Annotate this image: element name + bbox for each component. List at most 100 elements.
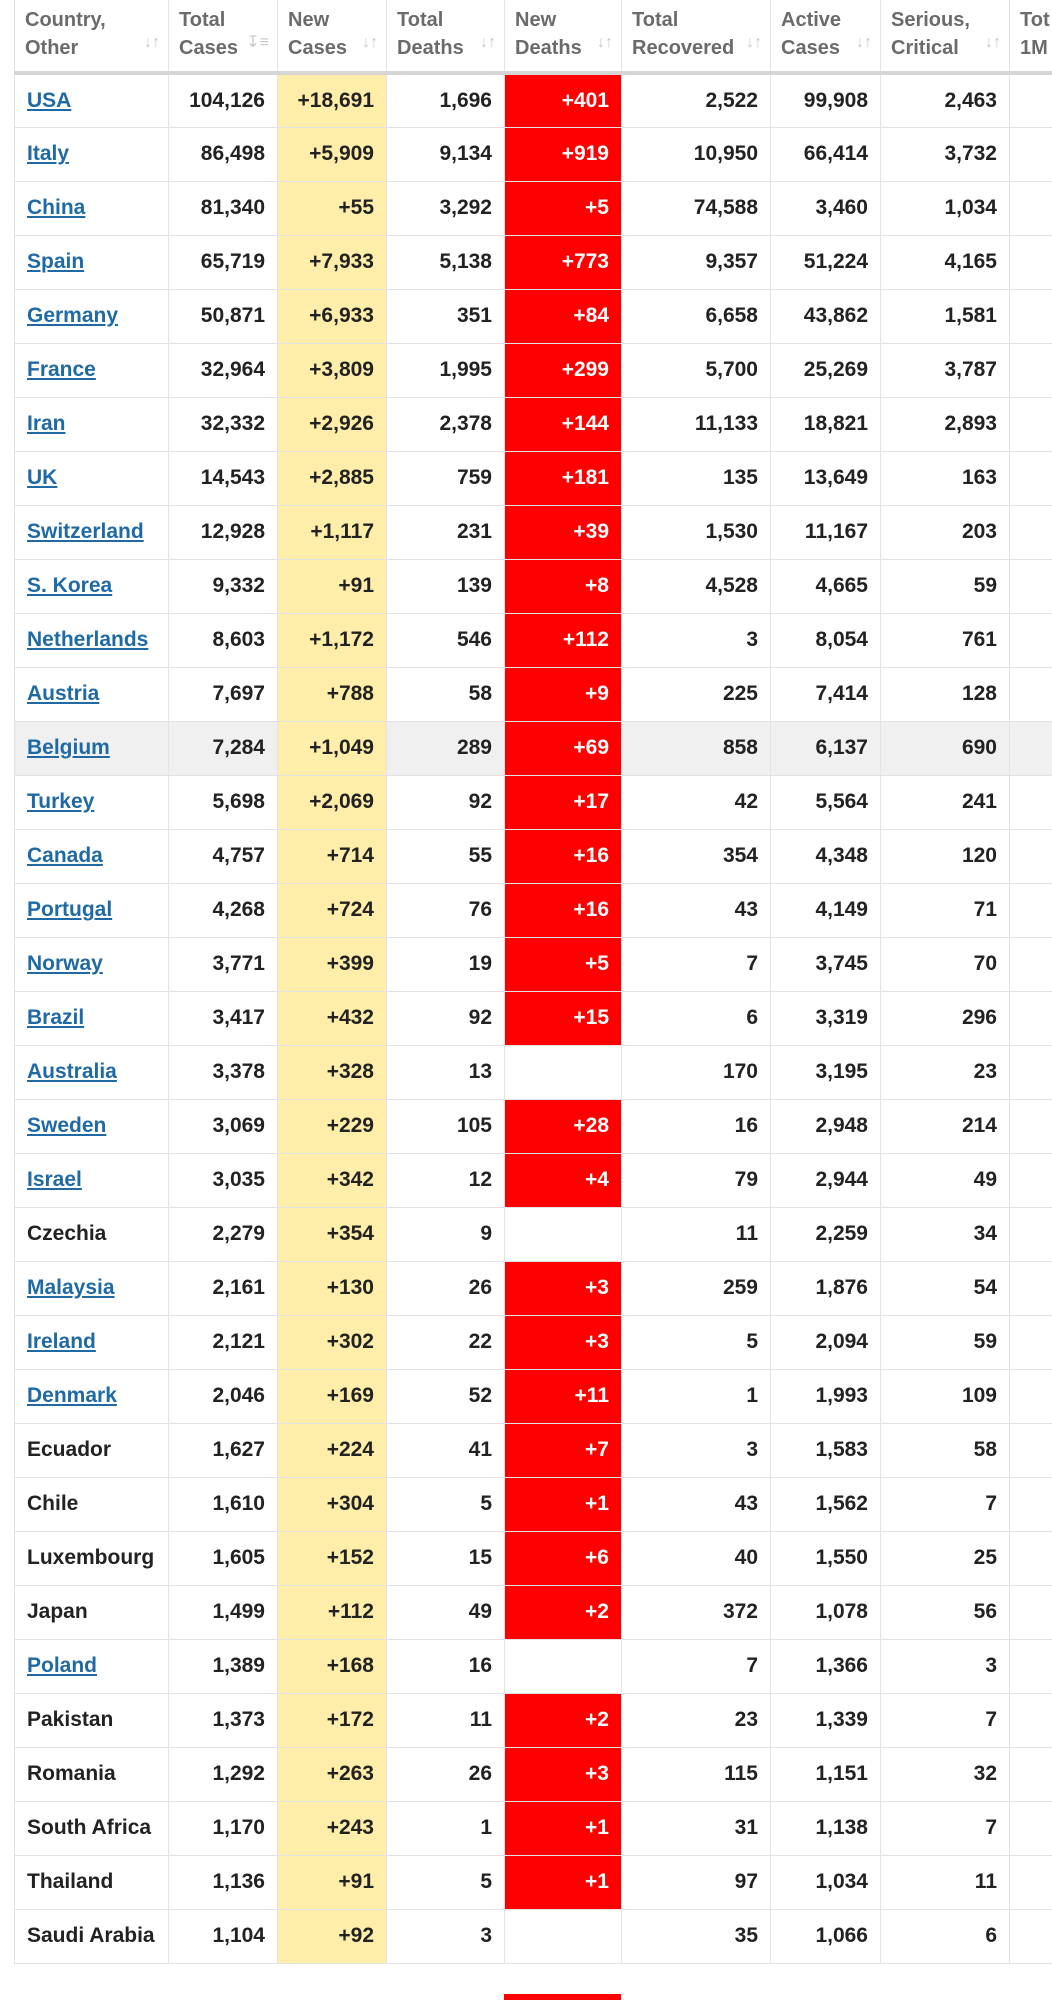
country-cell[interactable]: Ireland [14, 1315, 169, 1370]
column-header-tot-cases-per-1m[interactable]: Tot 1M [1009, 0, 1052, 75]
table-row: Saudi Arabia 1,104 +92 3 35 1,066 6 [14, 1909, 1052, 1964]
active-cases-cell: 51,224 [770, 235, 881, 290]
total-deaths-cell: 52 [386, 1369, 505, 1424]
country-link[interactable]: Norway [27, 952, 103, 975]
country-cell[interactable]: Sweden [14, 1099, 169, 1154]
country-cell[interactable]: Switzerland [14, 505, 169, 560]
country-link[interactable]: Sweden [27, 1114, 107, 1137]
sort-arrows-icon[interactable]: ↓↑ [597, 34, 613, 51]
country-cell[interactable]: Spain [14, 235, 169, 290]
country-cell[interactable]: USA [14, 73, 169, 128]
country-link[interactable]: Israel [27, 1168, 82, 1191]
table-row: Australia 3,378 +328 13 170 3,195 23 [14, 1045, 1052, 1100]
sort-desc-icon[interactable]: ↧≡ [246, 34, 269, 51]
total-deaths-cell: 231 [386, 505, 505, 560]
country-cell[interactable]: Belgium [14, 721, 169, 776]
column-header-line1: Active [781, 9, 842, 31]
country-cell[interactable]: Germany [14, 289, 169, 344]
column-header-line1: Total [632, 9, 679, 31]
table-row: Sweden 3,069 +229 105 +28 16 2,948 214 [14, 1099, 1052, 1154]
country-cell[interactable]: UK [14, 451, 169, 506]
country-cell[interactable]: Denmark [14, 1369, 169, 1424]
sort-arrows-icon[interactable]: ↓↑ [746, 34, 762, 51]
country-cell[interactable]: Austria [14, 667, 169, 722]
column-header-new-deaths[interactable]: New Deaths ↓↑ [504, 0, 622, 75]
sort-arrows-icon[interactable]: ↓↑ [480, 34, 496, 51]
country-link[interactable]: Iran [27, 412, 66, 435]
country-cell[interactable]: Iran [14, 397, 169, 452]
country-cell[interactable]: Poland [14, 1639, 169, 1694]
country-link[interactable]: Portugal [27, 898, 113, 921]
column-header-new-cases[interactable]: New Cases ↓↑ [277, 0, 387, 75]
country-cell[interactable]: Netherlands [14, 613, 169, 668]
country-cell: Czechia [14, 1207, 169, 1262]
country-link[interactable]: Poland [27, 1654, 98, 1677]
country-cell[interactable]: Canada [14, 829, 169, 884]
total-cases-cell: 1,373 [168, 1693, 278, 1748]
country-cell: Thailand [14, 1855, 169, 1910]
country-link[interactable]: Turkey [27, 790, 95, 813]
country-link[interactable]: Netherlands [27, 628, 149, 651]
new-deaths-cell: +28 [504, 1099, 622, 1154]
serious-critical-cell: 2,893 [880, 397, 1010, 452]
country-link[interactable]: Germany [27, 304, 119, 327]
sort-arrows-icon[interactable]: ↓↑ [362, 34, 378, 51]
new-deaths-cell: +3 [504, 1747, 622, 1802]
country-link[interactable]: Italy [27, 142, 70, 165]
country-link[interactable]: UK [27, 466, 58, 489]
country-link[interactable]: France [27, 358, 96, 381]
column-header-active-cases[interactable]: Active Cases ↓↑ [770, 0, 881, 75]
column-header-serious-critical[interactable]: Serious, Critical ↓↑ [880, 0, 1010, 75]
active-cases-cell: 2,094 [770, 1315, 881, 1370]
country-cell[interactable]: S. Korea [14, 559, 169, 614]
total-recovered-cell: 7 [621, 937, 771, 992]
new-cases-cell: +2,885 [277, 451, 387, 506]
column-header-total-cases[interactable]: Total Cases ↧≡ [168, 0, 278, 75]
column-header-line1: Country, [25, 9, 106, 31]
total-recovered-cell: 74,588 [621, 181, 771, 236]
column-header-total-deaths[interactable]: Total Deaths ↓↑ [386, 0, 505, 75]
active-cases-cell: 2,259 [770, 1207, 881, 1262]
country-cell[interactable]: Turkey [14, 775, 169, 830]
sort-arrows-icon[interactable]: ↓↑ [985, 34, 1001, 51]
country-cell[interactable]: Brazil [14, 991, 169, 1046]
country-link[interactable]: Malaysia [27, 1276, 115, 1299]
country-cell[interactable]: Portugal [14, 883, 169, 938]
column-header-country-other[interactable]: Country, Other ↓↑ [14, 0, 169, 75]
country-cell[interactable]: France [14, 343, 169, 398]
country-link[interactable]: USA [27, 88, 72, 112]
country-link[interactable]: Denmark [27, 1384, 117, 1407]
table-row: Germany 50,871 +6,933 351 +84 6,658 43,862 1,58… [14, 289, 1052, 344]
country-cell[interactable]: Israel [14, 1153, 169, 1208]
country-link[interactable]: China [27, 196, 86, 219]
tot-cases-per-1m-cell [1009, 613, 1052, 668]
new-deaths-cell: +17 [504, 775, 622, 830]
covid-stats-table: Country, Other ↓↑ Total Cases ↧≡ New Cases ↓↑ Tot… [14, 0, 1052, 1964]
country-cell[interactable]: China [14, 181, 169, 236]
country-link[interactable]: Canada [27, 844, 103, 867]
country-link[interactable]: S. Korea [27, 574, 113, 597]
column-header-total-recovered[interactable]: Total Recovered ↓↑ [621, 0, 771, 75]
country-link[interactable]: Switzerland [27, 520, 144, 543]
serious-critical-cell: 109 [880, 1369, 1010, 1424]
sort-arrows-icon[interactable]: ↓↑ [144, 34, 160, 51]
sort-arrows-icon[interactable]: ↓↑ [856, 34, 872, 51]
country-link[interactable]: Brazil [27, 1006, 85, 1029]
total-cases-cell: 5,698 [168, 775, 278, 830]
country-cell[interactable]: Norway [14, 937, 169, 992]
new-cases-cell: +112 [277, 1585, 387, 1640]
country-link[interactable]: Austria [27, 682, 100, 705]
serious-critical-cell: 56 [880, 1585, 1010, 1640]
country-cell[interactable]: Malaysia [14, 1261, 169, 1316]
country-cell[interactable]: Italy [14, 127, 169, 182]
country-link[interactable]: Spain [27, 250, 85, 273]
total-recovered-cell: 9,357 [621, 235, 771, 290]
serious-critical-cell: 23 [880, 1045, 1010, 1100]
total-deaths-cell: 13 [386, 1045, 505, 1100]
country-link[interactable]: Ireland [27, 1330, 96, 1353]
country-link[interactable]: Belgium [27, 736, 110, 759]
new-cases-cell: +18,691 [277, 73, 387, 128]
country-cell[interactable]: Australia [14, 1045, 169, 1100]
country-link[interactable]: Australia [27, 1060, 117, 1083]
total-deaths-cell: 11 [386, 1693, 505, 1748]
